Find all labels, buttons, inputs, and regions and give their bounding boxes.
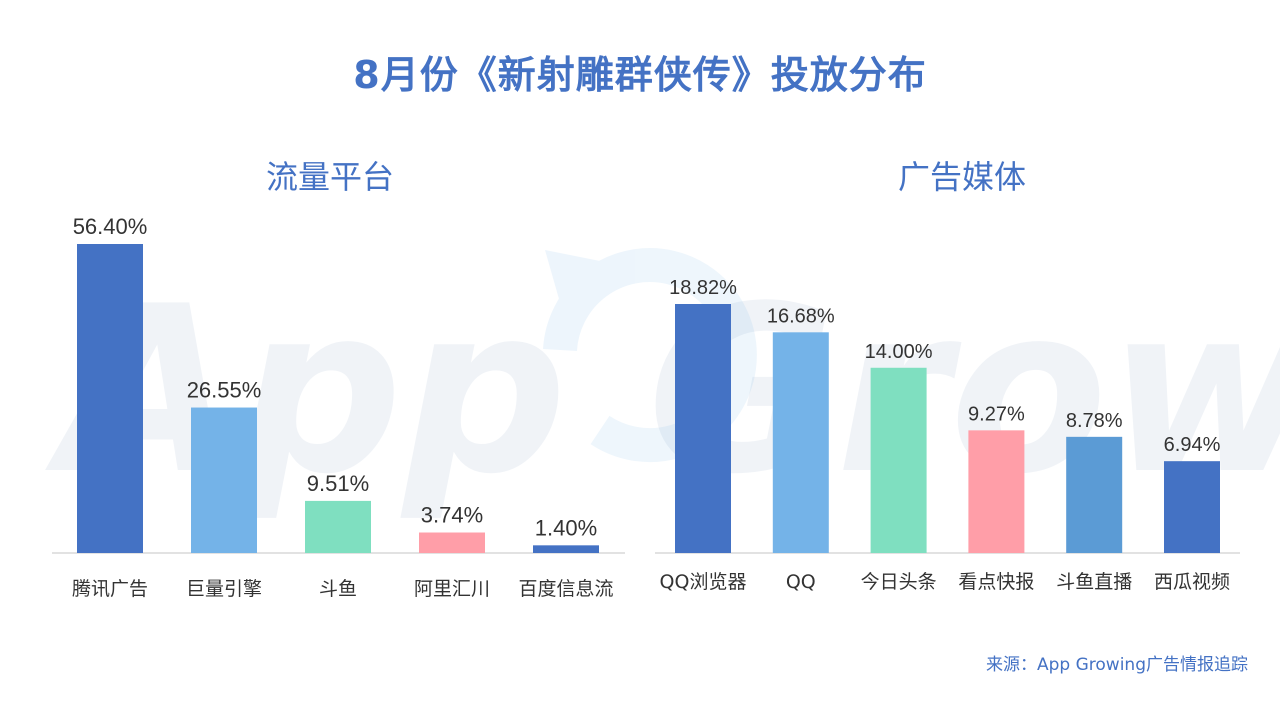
data-label: 3.74% [421, 503, 483, 528]
source-note: 来源：App Growing广告情报追踪 [986, 655, 1248, 675]
category-label: QQ浏览器 [660, 571, 747, 593]
bar-1-4 [1066, 436, 1123, 553]
data-label: 9.51% [307, 471, 369, 496]
bar-1-0 [675, 304, 731, 553]
category-label: QQ [786, 571, 816, 593]
page-title: 8月份《新射雕群侠传》投放分布 [353, 53, 927, 97]
category-label: 西瓜视频 [1154, 571, 1230, 593]
data-label: 56.40% [73, 214, 148, 239]
chart-title-ad-media: 广告媒体 [898, 158, 1026, 196]
data-label: 14.00% [865, 341, 933, 363]
chart-ad-media: 广告媒体 18.82% QQ浏览器 16.68% QQ 14.00% 今日头条 9.27% 看… [655, 158, 1240, 593]
category-label: 斗鱼直播 [1056, 571, 1132, 593]
bar-0-3 [419, 532, 485, 553]
bar-0-0 [77, 244, 143, 553]
category-label: 今日头条 [861, 571, 937, 593]
category-label: 巨量引擎 [186, 578, 262, 600]
data-label: 9.27% [968, 403, 1025, 425]
category-label: 阿里汇川 [414, 578, 490, 600]
data-label: 18.82% [669, 277, 737, 299]
watermark-arrowhead-icon [545, 250, 620, 320]
category-label: 看点快报 [958, 571, 1034, 593]
chart-title-traffic-platform: 流量平台 [266, 158, 394, 196]
bar-0-4 [533, 545, 599, 553]
category-label: 百度信息流 [518, 578, 613, 600]
data-label: 26.55% [187, 378, 262, 403]
data-label: 16.68% [767, 305, 835, 327]
bar-0-1 [191, 407, 257, 553]
bar-1-1 [772, 332, 829, 553]
bar-1-5 [1164, 461, 1220, 553]
data-label: 1.40% [535, 515, 597, 540]
bar-0-2 [305, 500, 371, 553]
bar-1-3 [968, 430, 1025, 553]
chart-traffic-platform: 流量平台 56.40% 腾讯广告 26.55% 巨量引擎 9.51% 斗鱼 3.74% 阿里汇… [52, 158, 625, 600]
bar-1-2 [870, 367, 927, 553]
category-label: 腾讯广告 [72, 578, 148, 600]
data-label: 8.78% [1066, 410, 1123, 432]
category-label: 斗鱼 [319, 578, 357, 600]
data-label: 6.94% [1164, 434, 1221, 456]
